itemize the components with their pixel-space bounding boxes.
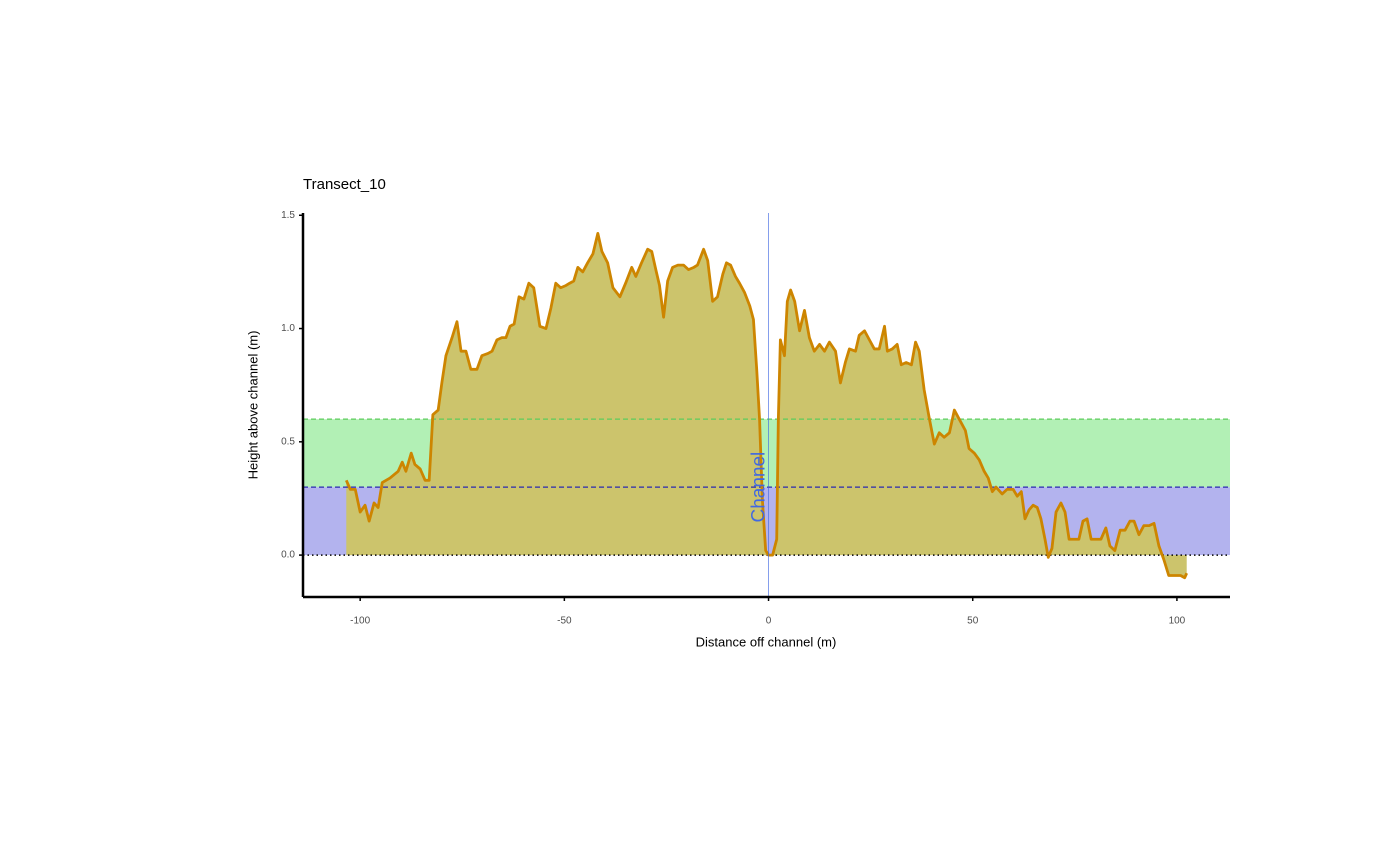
y-tick-label: 0.0 <box>281 550 295 561</box>
x-tick-label: -50 <box>557 616 572 627</box>
y-axis-label: Height above channel (m) <box>245 331 260 480</box>
y-tick-label: 1.5 <box>281 210 295 221</box>
x-tick-label: -100 <box>350 616 370 627</box>
y-tick-label: 1.0 <box>281 323 295 334</box>
x-tick-label: 0 <box>766 616 772 627</box>
x-axis-label: Distance off channel (m) <box>696 634 837 649</box>
x-tick-label: 100 <box>1169 616 1186 627</box>
chart-title: Transect_10 <box>303 176 386 193</box>
area <box>346 233 1187 578</box>
line <box>345 231 1188 580</box>
x-tick-label: 50 <box>967 616 979 627</box>
channel-label: Channel <box>749 452 770 523</box>
y-tick-label: 0.5 <box>281 436 295 447</box>
